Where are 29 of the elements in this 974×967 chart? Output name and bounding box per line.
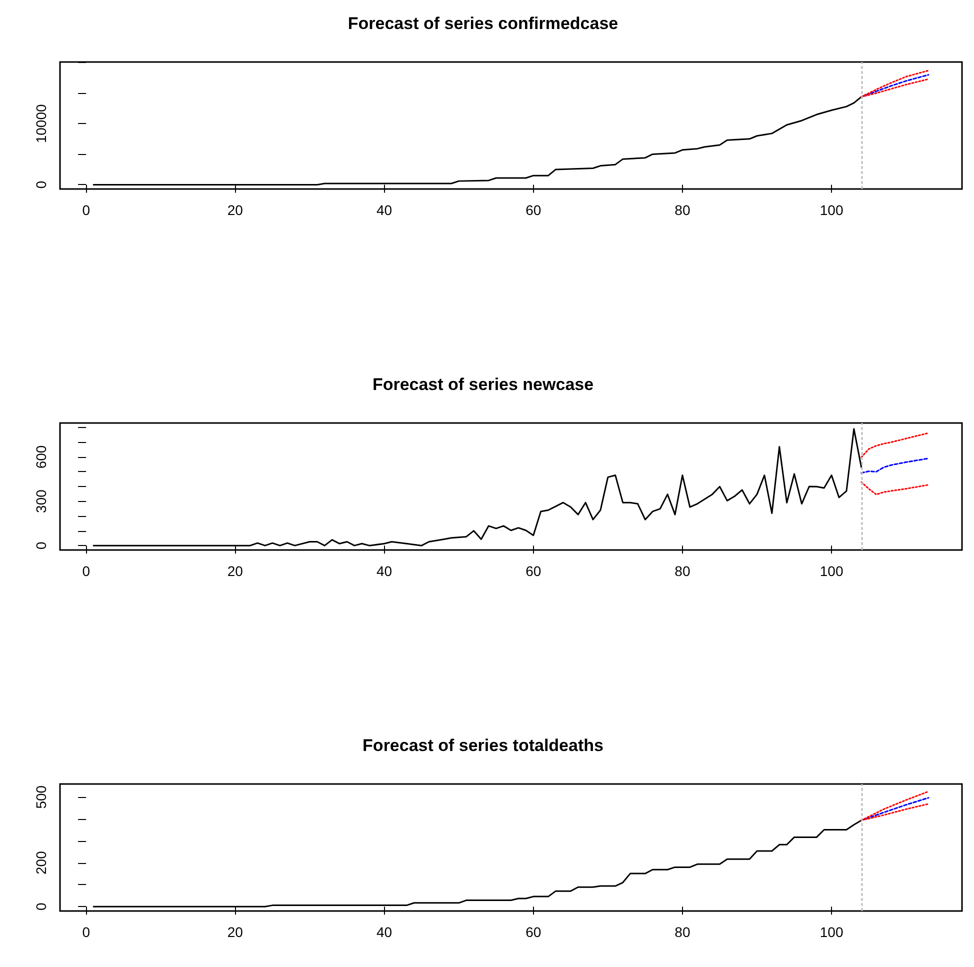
x-tick-label: 80	[674, 924, 690, 940]
y-tick-label: 0	[33, 180, 49, 189]
x-tick-label: 80	[674, 563, 690, 579]
chart-title: Forecast of series confirmedcase	[348, 14, 618, 33]
x-tick-label: 40	[376, 924, 392, 940]
y-tick-label: 0	[33, 541, 49, 550]
x-tick-label: 0	[82, 202, 90, 218]
x-tick-label: 0	[82, 563, 90, 579]
x-tick-label: 0	[82, 924, 90, 940]
x-tick-label: 100	[820, 563, 844, 579]
x-tick-label: 40	[376, 202, 392, 218]
x-tick-label: 60	[526, 202, 542, 218]
x-tick-label: 40	[376, 563, 392, 579]
y-tick-label: 200	[33, 850, 49, 875]
x-tick-label: 100	[820, 202, 844, 218]
y-tick-label: 10000	[33, 104, 49, 144]
y-tick-label: 0	[33, 902, 49, 911]
y-tick-label: 600	[33, 445, 49, 469]
x-tick-label: 20	[227, 563, 244, 579]
x-tick-label: 100	[820, 924, 844, 940]
y-tick-label: 500	[33, 785, 49, 809]
y-tick-label: 300	[33, 489, 49, 513]
x-tick-label: 20	[227, 202, 244, 218]
x-tick-label: 60	[526, 924, 542, 940]
chart-title: Forecast of series totaldeaths	[362, 736, 604, 755]
x-tick-label: 60	[526, 563, 542, 579]
x-tick-label: 80	[674, 202, 690, 218]
x-tick-label: 20	[227, 924, 244, 940]
chart-title: Forecast of series newcase	[372, 375, 594, 394]
